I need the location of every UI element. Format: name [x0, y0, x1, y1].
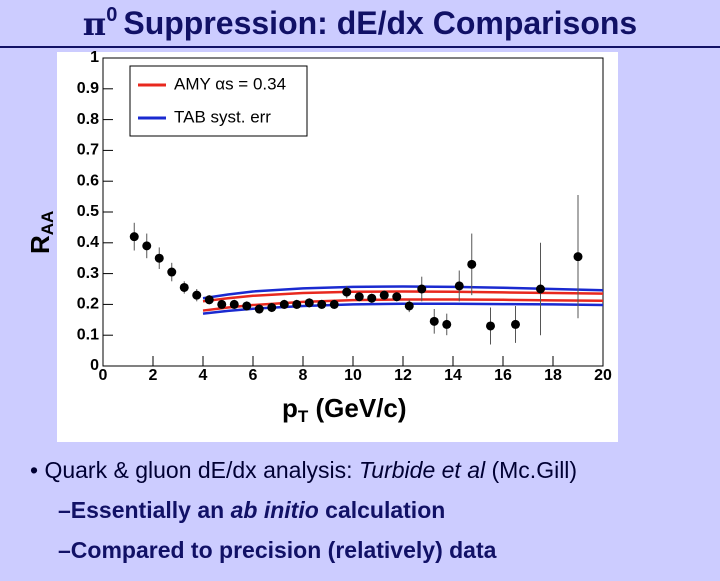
legend-box — [129, 65, 308, 137]
sub-bullet: –Essentially an ab initio calculation — [58, 497, 445, 523]
data-point — [304, 298, 314, 308]
data-point — [179, 282, 189, 292]
x-tick-label: 4 — [199, 367, 208, 384]
data-point — [167, 267, 177, 277]
legend-label: AMY αs = 0.34 — [174, 74, 286, 93]
model-curve — [202, 298, 604, 312]
bullet-text: Quark & gluon dE/dx analysis: — [44, 457, 359, 483]
data-point — [154, 253, 164, 263]
data-point — [204, 295, 214, 305]
y-axis-label: RAA — [25, 211, 58, 254]
model-curve — [202, 290, 604, 303]
bullet-text: –Essentially an — [58, 497, 231, 523]
data-point — [192, 290, 202, 300]
title-symbol: π — [83, 5, 106, 43]
data-point — [417, 284, 427, 294]
model-curve — [202, 302, 604, 315]
y-tick-label: 0.5 — [77, 203, 99, 220]
data-point — [442, 319, 452, 329]
x-tick-label: 14 — [444, 367, 462, 384]
data-point — [242, 301, 252, 311]
x-axis-label-sub: T — [298, 407, 309, 426]
y-tick-label: 0 — [90, 357, 99, 374]
data-point — [536, 284, 545, 294]
bullet: • Quark & gluon dE/dx analysis: Turbide … — [30, 457, 577, 483]
x-tick-label: 0 — [99, 367, 108, 384]
x-tick-label: 12 — [394, 367, 412, 384]
bullet-text: (Mc.Gill) — [485, 457, 577, 483]
x-tick-label: 20 — [594, 367, 612, 384]
bullet-text: ab initio — [231, 497, 319, 523]
y-tick-label: 0.7 — [77, 142, 99, 159]
x-tick-label: 16 — [494, 367, 512, 384]
y-tick-label: 0.3 — [77, 265, 99, 282]
legend-label: TAB syst. err — [174, 107, 271, 126]
data-point — [467, 259, 477, 269]
data-point — [292, 299, 302, 309]
x-tick-label: 2 — [149, 367, 158, 384]
y-tick-label: 0.9 — [77, 80, 99, 97]
data-point — [511, 319, 520, 329]
y-axis-label-sub: AA — [38, 211, 57, 236]
data-point — [279, 299, 289, 309]
x-axis-label: pT (GeV/c) — [282, 393, 407, 427]
bullet-text: calculation — [319, 497, 446, 523]
y-axis-label-main: R — [25, 235, 55, 254]
data-point — [573, 252, 583, 262]
data-point — [317, 299, 327, 309]
data-point — [129, 232, 139, 242]
x-tick-label: 10 — [344, 367, 362, 384]
y-tick-label: 1 — [90, 49, 99, 66]
x-tick-label: 18 — [544, 367, 562, 384]
x-tick-label: 6 — [249, 367, 258, 384]
data-point — [217, 299, 227, 309]
slide-title: π0 Suppression: dE/dx Comparisons — [83, 4, 637, 42]
data-point — [429, 316, 439, 326]
data-point — [254, 304, 264, 314]
data-point — [329, 299, 339, 309]
data-point — [142, 241, 152, 251]
title-text: Suppression: dE/dx Comparisons — [123, 5, 637, 41]
title-sup: 0 — [106, 4, 117, 26]
x-axis-label-main: p — [282, 393, 298, 423]
sub-bullet: –Compared to precision (relatively) data — [58, 537, 497, 563]
data-point — [404, 301, 414, 311]
model-curve — [202, 285, 604, 300]
data-point — [354, 292, 364, 302]
data-point — [486, 321, 495, 331]
bullet-text: Turbide et al — [359, 457, 486, 483]
y-tick-label: 0.6 — [77, 172, 99, 189]
bullet-text: –Compared to precision (relatively) data — [58, 537, 497, 563]
y-tick-label: 0.1 — [77, 326, 99, 343]
y-tick-label: 0.4 — [77, 234, 99, 251]
data-point — [392, 292, 402, 302]
data-point — [229, 299, 239, 309]
data-point — [342, 287, 352, 297]
data-point — [454, 281, 464, 291]
y-tick-label: 0.8 — [77, 111, 99, 128]
data-point — [367, 293, 377, 303]
data-point — [267, 302, 277, 312]
plot: 00.10.20.30.40.50.60.70.80.910 2 4 6 8 10 12 14… — [25, 49, 612, 426]
x-tick-label: 8 — [299, 367, 308, 384]
y-tick-label: 0.2 — [77, 296, 99, 313]
x-axis-label-rest: (GeV/c) — [308, 393, 406, 423]
data-point — [379, 290, 389, 300]
